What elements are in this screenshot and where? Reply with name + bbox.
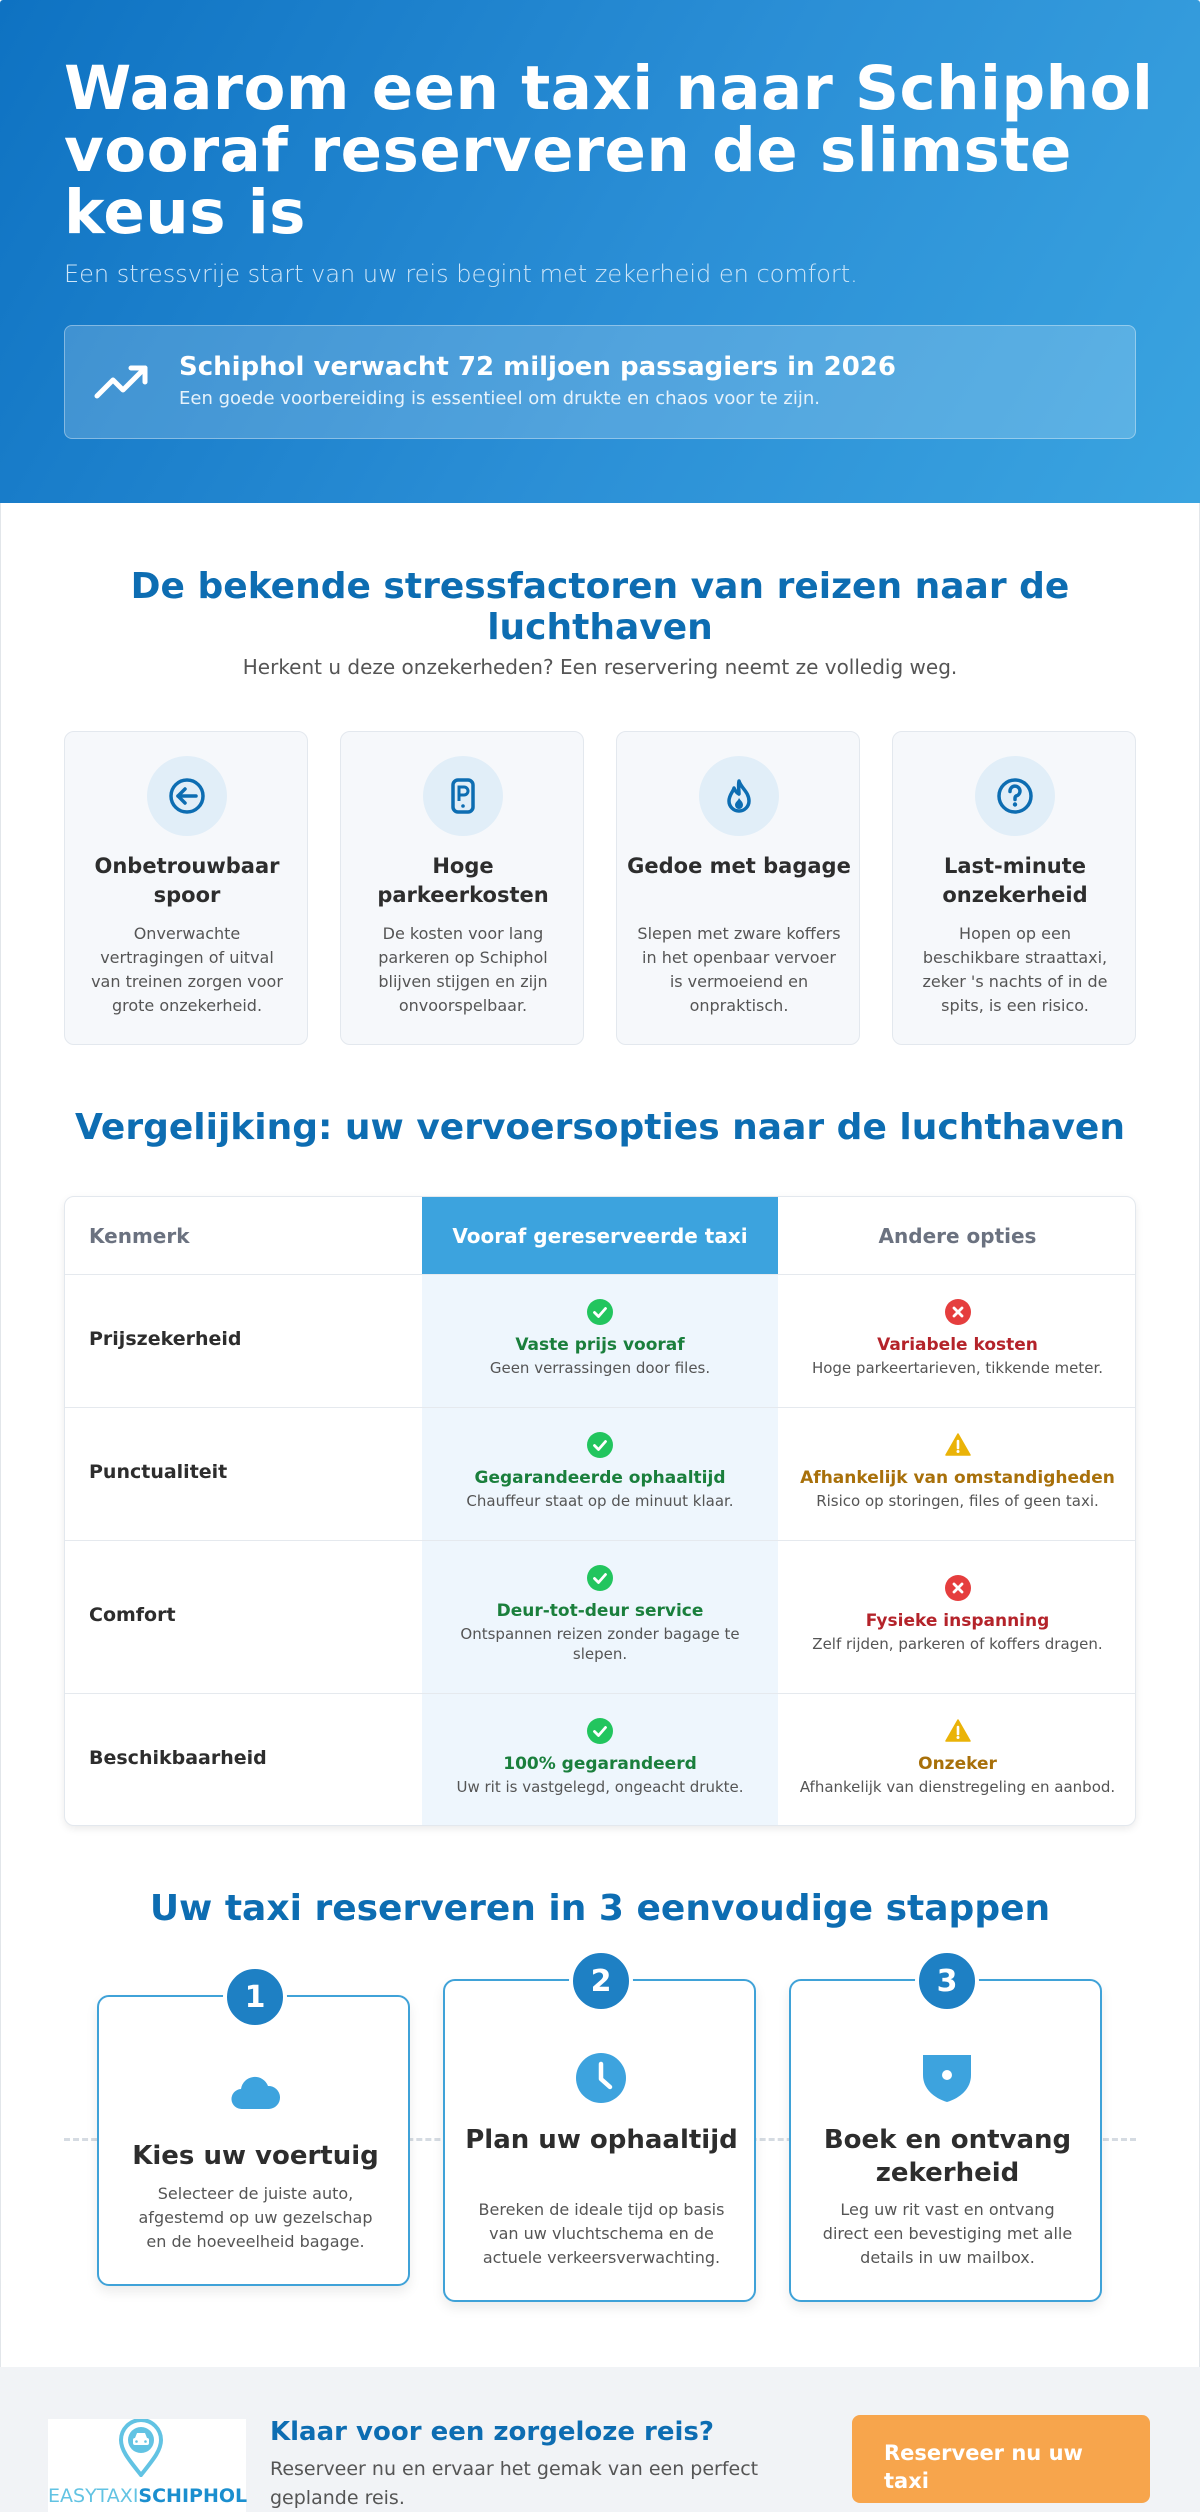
stat-description: Een goede voorbereiding is essentieel om… (179, 388, 820, 409)
table-row-label: Prijszekerheid (89, 1328, 242, 1350)
step-desc: Selecteer de juiste auto, afgestemd op u… (138, 2184, 373, 2251)
table-header-feature: Kenmerk (89, 1223, 190, 1248)
comparison-table: Kenmerk Vooraf gereserveerde taxi Andere… (64, 1196, 1136, 1826)
stress-card-lastminute: Last-minute onzekerheid Hopen op een bes… (892, 731, 1136, 1045)
cloud-icon (231, 2076, 281, 2110)
steps-section-title: Uw taxi reserveren in 3 eenvoudige stapp… (149, 1888, 1051, 1929)
step-title: Kies uw voertuig (132, 2141, 379, 2171)
footer-cta-bar: EASYTAXISCHIPHOL Klaar voor een zorgeloz… (0, 2367, 1200, 2512)
table-row-label: Beschikbaarheid (89, 1747, 267, 1769)
table-header-other: Andere opties (878, 1223, 1037, 1248)
step-title: Boek en ontvang zekerheid (823, 2125, 1072, 2188)
cta-description: Reserveer nu en ervaar het gemak van een… (270, 2458, 759, 2509)
stat-title: Schiphol verwacht 72 miljoen passagiers … (179, 352, 896, 382)
step-card-3: 3 Boek en ontvang zekerheid Leg uw rit v… (789, 1949, 1102, 2302)
stress-card-desc: Slepen met zware koffers in het openbaar… (637, 924, 841, 1015)
parking-meter-icon (451, 778, 475, 814)
stress-card-desc: Onverwachte vertragingen of uitval van t… (91, 924, 283, 1015)
step-number: 1 (223, 1965, 287, 2029)
table-row-label: Comfort (89, 1604, 176, 1626)
stress-card-bagage: Gedoe met bagage Slepen met zware koffer… (616, 731, 860, 1045)
flame-icon (727, 779, 751, 813)
table-cell-other: Variabele kosten Hoge parkeertarieven, t… (798, 1299, 1117, 1378)
table-cell-other: Afhankelijk van omstandigheden Risico op… (798, 1432, 1117, 1511)
stress-card-desc: Hopen op een beschikbare straattaxi, zek… (922, 924, 1108, 1015)
stress-card-desc: De kosten voor lang parkeren op Schiphol… (378, 924, 548, 1015)
shield-icon (923, 2055, 971, 2102)
step-card-1: 1 Kies uw voertuig Selecteer de juiste a… (97, 1965, 410, 2286)
brand-logo[interactable]: EASYTAXISCHIPHOL (48, 2419, 248, 2512)
check-circle-icon (587, 1565, 613, 1591)
stress-section-subtitle: Herkent u deze onzekerheden? Een reserve… (242, 655, 958, 679)
check-circle-icon (587, 1299, 613, 1325)
logo-text-schiphol: SCHIPHOL (138, 2485, 248, 2507)
trending-up-icon (94, 365, 148, 399)
stress-card-title: Onbetrouwbaar spoor (94, 854, 280, 907)
reserve-button[interactable]: Reserveer nu uw taxi (852, 2415, 1150, 2503)
stat-callout: Schiphol verwacht 72 miljoen passagiers … (64, 325, 1136, 439)
stress-card-title: Gedoe met bagage (627, 854, 851, 878)
table-cell-other: Fysieke inspanning Zelf rijden, parkeren… (798, 1575, 1117, 1654)
step-number: 2 (569, 1949, 633, 2013)
step-desc: Bereken de ideale tijd op basis van uw v… (478, 2200, 725, 2267)
stress-card-title: Last-minute onzekerheid (942, 854, 1088, 907)
stress-card-parkeren: Hoge parkeerkosten De kosten voor lang p… (340, 731, 584, 1045)
table-cell-taxi: Vaste prijs vooraf Geen verrassingen doo… (442, 1299, 758, 1378)
warning-triangle-icon (944, 1719, 971, 1742)
table-row-label: Punctualiteit (89, 1461, 228, 1483)
page-subtitle: Een stressvrije start van uw reis begint… (64, 260, 858, 288)
table-cell-taxi: Gegarandeerde ophaaltijd Chauffeur staat… (442, 1432, 758, 1511)
table-cell-taxi: Deur-tot-deur service Ontspannen reizen … (442, 1565, 758, 1664)
page-title: Waarom een taxi naar Schiphol vooraf res… (64, 53, 1154, 248)
step-desc: Leg uw rit vast en ontvang direct een be… (822, 2200, 1073, 2267)
x-circle-icon (944, 1299, 971, 1325)
arrow-left-circle-icon (169, 778, 205, 814)
step-title: Plan uw ophaaltijd (465, 2125, 738, 2155)
table-cell-taxi: 100% gegarandeerd Uw rit is vastgelegd, … (442, 1718, 758, 1797)
stress-card-spoor: Onbetrouwbaar spoor Onverwachte vertragi… (64, 731, 308, 1045)
stress-card-title: Hoge parkeerkosten (377, 854, 549, 907)
taxi-pin-icon (118, 2419, 164, 2477)
question-circle-icon (997, 778, 1033, 814)
warning-triangle-icon (944, 1433, 971, 1456)
stress-section-title: De bekende stressfactoren van reizen naa… (130, 566, 1070, 648)
hero-banner: Waarom een taxi naar Schiphol vooraf res… (0, 0, 1200, 503)
step-number: 3 (915, 1949, 979, 2013)
check-circle-icon (587, 1718, 613, 1744)
comparison-section-title: Vergelijking: uw vervoersopties naar de … (75, 1107, 1125, 1148)
step-card-2: 2 Plan uw ophaaltijd Bereken de ideale t… (443, 1949, 756, 2302)
table-header-taxi: Vooraf gereserveerde taxi (422, 1197, 778, 1274)
logo-text-easytaxi: EASYTAXI (48, 2485, 139, 2507)
clock-icon (576, 2053, 626, 2103)
x-circle-icon (944, 1575, 971, 1601)
table-cell-other: Onzeker Afhankelijk van dienstregeling e… (798, 1718, 1117, 1797)
cta-title: Klaar voor een zorgeloze reis? (270, 2417, 714, 2447)
check-circle-icon (587, 1432, 613, 1458)
